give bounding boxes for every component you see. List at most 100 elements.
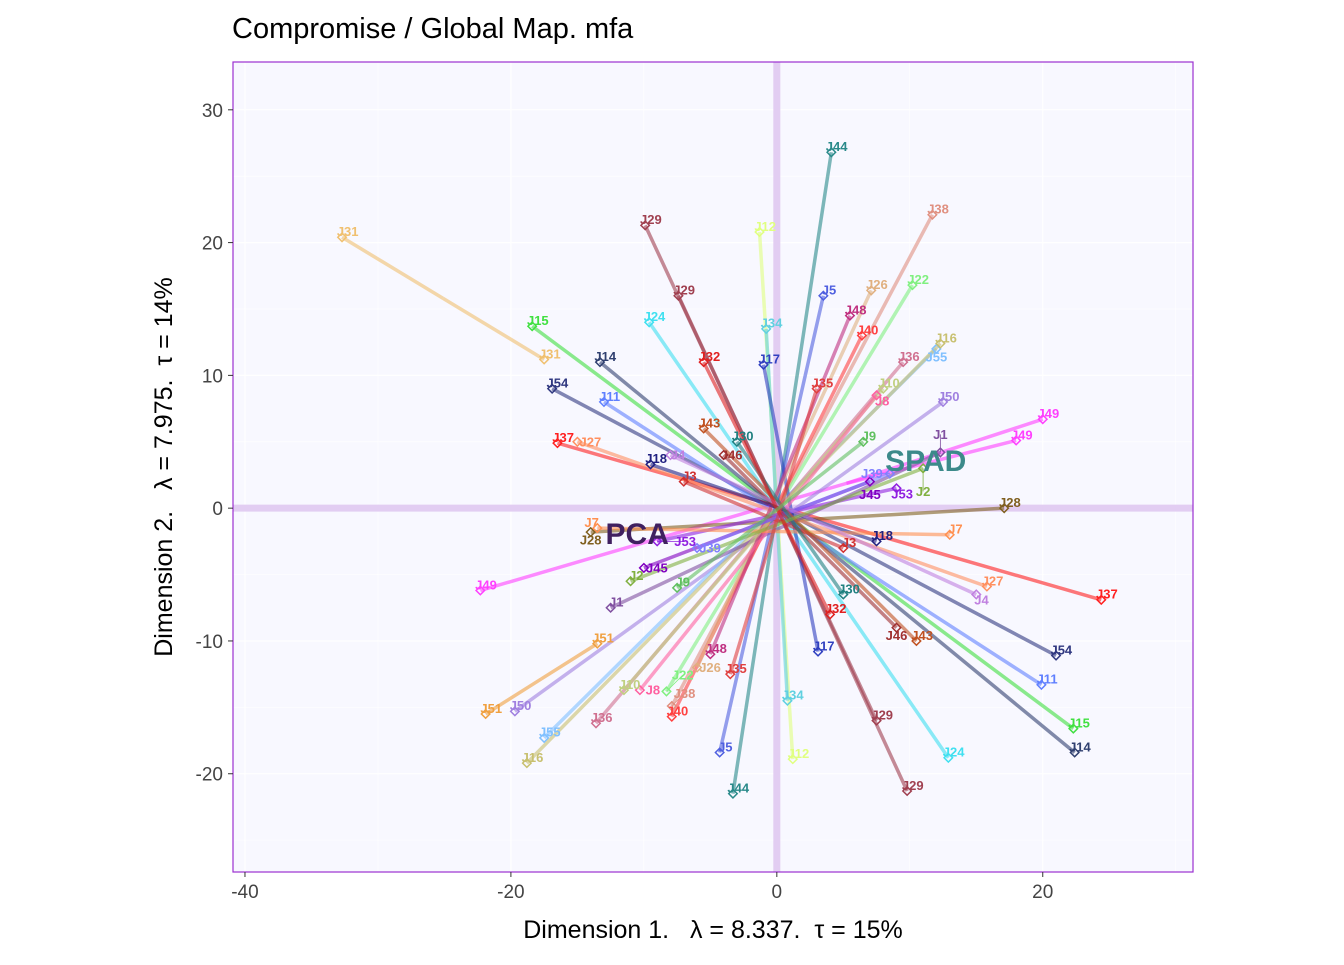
- point-label: J31: [337, 224, 359, 239]
- point-label: J32: [825, 601, 847, 616]
- partial-point: [758, 359, 769, 371]
- point-label: J3: [682, 468, 696, 483]
- point-label: J51: [480, 701, 502, 716]
- star-points: [336, 146, 1107, 799]
- point-label: J48: [705, 641, 727, 656]
- point-label: J35: [725, 661, 747, 676]
- partial-point: [856, 330, 868, 341]
- partial-point: [1068, 723, 1079, 734]
- point-label: J3: [842, 535, 856, 550]
- partial-point: [538, 354, 550, 365]
- star-line: [792, 472, 891, 513]
- partial-point: [714, 747, 725, 758]
- partial-point: [826, 146, 837, 158]
- partial-point: [1050, 650, 1062, 661]
- point-label: J29: [902, 778, 924, 793]
- star-line: [808, 533, 918, 643]
- point-label: J29: [640, 212, 662, 227]
- star-line: [629, 523, 778, 583]
- y-tick-label: -20: [196, 765, 223, 786]
- point-label: J40: [857, 322, 879, 337]
- y-axis-label: Dimension 2. λ = 7.975. τ = 14%: [150, 277, 178, 657]
- partial-point: [865, 285, 877, 296]
- partial-point: [666, 700, 678, 712]
- chart-title: Compromise / Global Map. mfa: [232, 13, 634, 45]
- point-label: J2: [629, 568, 643, 583]
- point-label: J34: [761, 316, 783, 331]
- group-label: PCA: [606, 518, 669, 551]
- partial-point: [666, 711, 678, 722]
- point-label: J11: [599, 389, 620, 404]
- star-line: [787, 284, 914, 490]
- point-label: J4: [671, 448, 686, 463]
- point-label: J28: [580, 533, 602, 548]
- star-line: [780, 152, 834, 474]
- partial-point: [981, 581, 993, 592]
- partial-point: [911, 635, 922, 647]
- star-line: [845, 417, 1044, 486]
- star-line: [576, 440, 783, 516]
- partial-point: [698, 423, 709, 434]
- star-line: [797, 506, 1005, 522]
- partial-point: [1036, 679, 1047, 691]
- point-label: J43: [698, 415, 720, 430]
- y-tick-label: 10: [202, 366, 223, 387]
- partial-point: [864, 476, 876, 487]
- point-label: J15: [527, 313, 549, 328]
- point-label: J1: [609, 595, 623, 610]
- partial-point: [897, 356, 909, 368]
- partial-point: [634, 684, 646, 696]
- point-label: J15: [1068, 715, 1090, 730]
- star-line: [803, 520, 1057, 658]
- partial-point: [937, 396, 949, 408]
- partial-point: [572, 436, 583, 448]
- point-label: J37: [552, 430, 574, 445]
- point-label: J24: [943, 745, 965, 760]
- point-label: J54: [547, 375, 569, 390]
- point-label: J45: [646, 560, 668, 575]
- star-line: [484, 677, 543, 716]
- partial-point: [724, 668, 736, 680]
- partial-point: [509, 706, 521, 717]
- point-label: J50: [510, 698, 532, 713]
- star-line: [656, 513, 778, 544]
- point-label: J27: [982, 573, 1004, 588]
- star-line: [622, 538, 755, 692]
- point-label: J46: [886, 628, 908, 643]
- partial-point: [638, 562, 650, 574]
- partial-point: [838, 589, 849, 600]
- group-label: SPAD: [885, 445, 966, 478]
- partial-point: [705, 648, 716, 660]
- star-line: [776, 466, 924, 527]
- partial-point: [546, 383, 558, 394]
- y-axis-ticks: -20 -10 0 10 20 30: [196, 101, 233, 786]
- x-tick-label: 0: [772, 882, 783, 903]
- group-labels: SPAD PCA: [606, 445, 967, 551]
- partial-point: [935, 338, 946, 349]
- point-label: J27: [580, 434, 602, 449]
- star-line: [702, 361, 769, 490]
- point-label: J7: [584, 515, 598, 530]
- partial-point: [857, 436, 869, 448]
- x-axis-ticks: -40 -20 0 20: [231, 872, 1053, 903]
- partial-point: [645, 459, 656, 470]
- star-line: [797, 539, 950, 759]
- plot-panel: [233, 62, 1193, 872]
- point-label: J24: [644, 309, 666, 324]
- partial-point: [594, 356, 606, 368]
- point-label: J50: [938, 389, 960, 404]
- star-line: [649, 462, 765, 505]
- star-line: [764, 328, 779, 515]
- partial-point: [598, 396, 610, 408]
- partial-point: [935, 447, 946, 458]
- point-label: J30: [732, 429, 754, 444]
- partial-point: [871, 389, 882, 401]
- point-label: J26: [699, 660, 721, 675]
- point-label: J46: [721, 448, 743, 463]
- star-line: [442, 296, 546, 361]
- star-line: [808, 540, 898, 629]
- partial-point: [678, 476, 690, 487]
- partial-point: [661, 686, 672, 697]
- partial-point: [592, 638, 603, 649]
- point-label: J39: [861, 466, 883, 481]
